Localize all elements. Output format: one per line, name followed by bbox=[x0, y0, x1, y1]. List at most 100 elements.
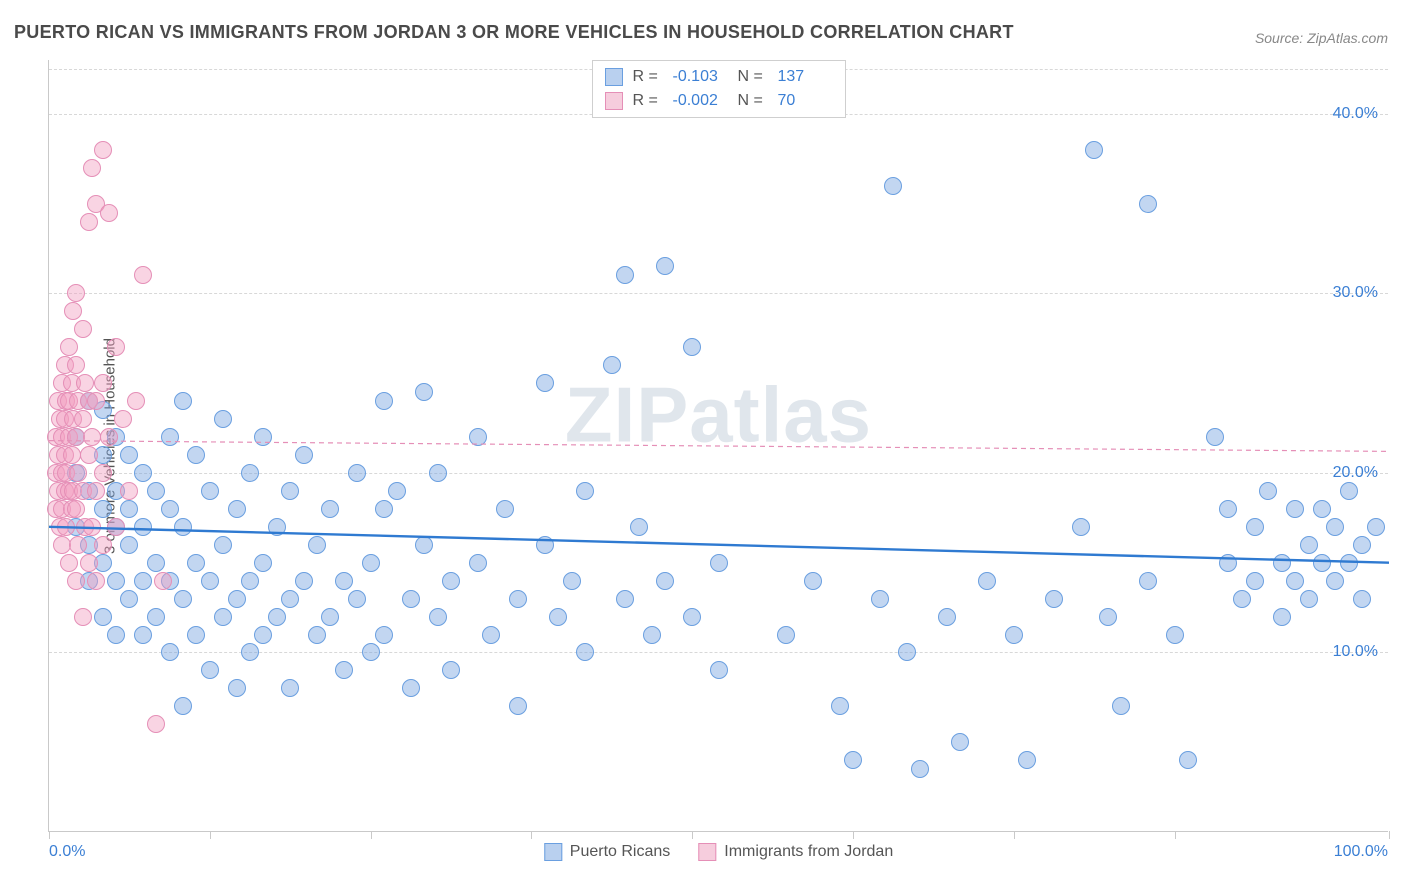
data-point bbox=[1166, 626, 1184, 644]
data-point bbox=[710, 661, 728, 679]
data-point bbox=[469, 428, 487, 446]
data-point bbox=[362, 643, 380, 661]
legend-series-label: Puerto Ricans bbox=[570, 843, 671, 861]
data-point bbox=[536, 374, 554, 392]
legend-series-label: Immigrants from Jordan bbox=[724, 843, 893, 861]
data-point bbox=[348, 590, 366, 608]
data-point bbox=[1259, 482, 1277, 500]
data-point bbox=[1139, 195, 1157, 213]
data-point bbox=[616, 266, 634, 284]
data-point bbox=[94, 141, 112, 159]
data-point bbox=[64, 302, 82, 320]
data-point bbox=[114, 410, 132, 428]
data-point bbox=[1085, 141, 1103, 159]
data-point bbox=[938, 608, 956, 626]
y-tick-label: 40.0% bbox=[1333, 105, 1378, 123]
data-point bbox=[1340, 554, 1358, 572]
data-point bbox=[482, 626, 500, 644]
data-point bbox=[174, 518, 192, 536]
data-point bbox=[1353, 590, 1371, 608]
data-point bbox=[831, 697, 849, 715]
x-tick bbox=[1014, 831, 1015, 839]
data-point bbox=[563, 572, 581, 590]
data-point bbox=[710, 554, 728, 572]
data-point bbox=[120, 590, 138, 608]
data-point bbox=[1286, 572, 1304, 590]
data-point bbox=[254, 626, 272, 644]
legend-row: R =-0.002N =70 bbox=[605, 89, 833, 113]
data-point bbox=[1018, 751, 1036, 769]
data-point bbox=[415, 536, 433, 554]
data-point bbox=[147, 608, 165, 626]
data-point bbox=[281, 482, 299, 500]
data-point bbox=[83, 159, 101, 177]
chart-container: PUERTO RICAN VS IMMIGRANTS FROM JORDAN 3… bbox=[0, 0, 1406, 892]
data-point bbox=[174, 697, 192, 715]
data-point bbox=[509, 590, 527, 608]
data-point bbox=[656, 257, 674, 275]
data-point bbox=[214, 608, 232, 626]
data-point bbox=[147, 554, 165, 572]
data-point bbox=[268, 518, 286, 536]
data-point bbox=[74, 410, 92, 428]
data-point bbox=[469, 554, 487, 572]
data-point bbox=[898, 643, 916, 661]
watermark: ZIPatlas bbox=[565, 369, 872, 460]
data-point bbox=[228, 679, 246, 697]
data-point bbox=[134, 572, 152, 590]
x-tick bbox=[210, 831, 211, 839]
data-point bbox=[127, 392, 145, 410]
legend-swatch bbox=[605, 92, 623, 110]
data-point bbox=[107, 338, 125, 356]
data-point bbox=[1313, 554, 1331, 572]
data-point bbox=[100, 204, 118, 222]
data-point bbox=[536, 536, 554, 554]
data-point bbox=[80, 554, 98, 572]
legend-n-label: N = bbox=[738, 65, 768, 89]
data-point bbox=[603, 356, 621, 374]
data-point bbox=[154, 572, 172, 590]
gridline bbox=[49, 293, 1388, 294]
data-point bbox=[281, 679, 299, 697]
data-point bbox=[67, 500, 85, 518]
legend-r-value: -0.103 bbox=[673, 65, 728, 89]
data-point bbox=[241, 464, 259, 482]
data-point bbox=[174, 590, 192, 608]
data-point bbox=[161, 428, 179, 446]
data-point bbox=[804, 572, 822, 590]
data-point bbox=[1353, 536, 1371, 554]
data-point bbox=[643, 626, 661, 644]
data-point bbox=[429, 608, 447, 626]
legend-n-value: 70 bbox=[778, 89, 833, 113]
legend-row: R =-0.103N =137 bbox=[605, 65, 833, 89]
data-point bbox=[1246, 572, 1264, 590]
data-point bbox=[630, 518, 648, 536]
data-point bbox=[87, 392, 105, 410]
x-tick bbox=[853, 831, 854, 839]
data-point bbox=[120, 500, 138, 518]
data-point bbox=[74, 320, 92, 338]
data-point bbox=[201, 482, 219, 500]
data-point bbox=[201, 572, 219, 590]
data-point bbox=[576, 482, 594, 500]
data-point bbox=[402, 590, 420, 608]
data-point bbox=[375, 392, 393, 410]
data-point bbox=[174, 392, 192, 410]
data-point bbox=[496, 500, 514, 518]
y-tick-label: 10.0% bbox=[1333, 643, 1378, 661]
legend-series-item: Immigrants from Jordan bbox=[698, 843, 893, 861]
data-point bbox=[388, 482, 406, 500]
data-point bbox=[295, 572, 313, 590]
data-point bbox=[295, 446, 313, 464]
data-point bbox=[884, 177, 902, 195]
data-point bbox=[978, 572, 996, 590]
data-point bbox=[1099, 608, 1117, 626]
data-point bbox=[63, 446, 81, 464]
chart-title: PUERTO RICAN VS IMMIGRANTS FROM JORDAN 3… bbox=[14, 22, 1014, 43]
data-point bbox=[83, 518, 101, 536]
legend-correlation: R =-0.103N =137R =-0.002N =70 bbox=[592, 60, 846, 118]
data-point bbox=[57, 518, 75, 536]
plot-area: ZIPatlas R =-0.103N =137R =-0.002N =70 0… bbox=[48, 60, 1388, 832]
x-tick bbox=[1175, 831, 1176, 839]
data-point bbox=[268, 608, 286, 626]
